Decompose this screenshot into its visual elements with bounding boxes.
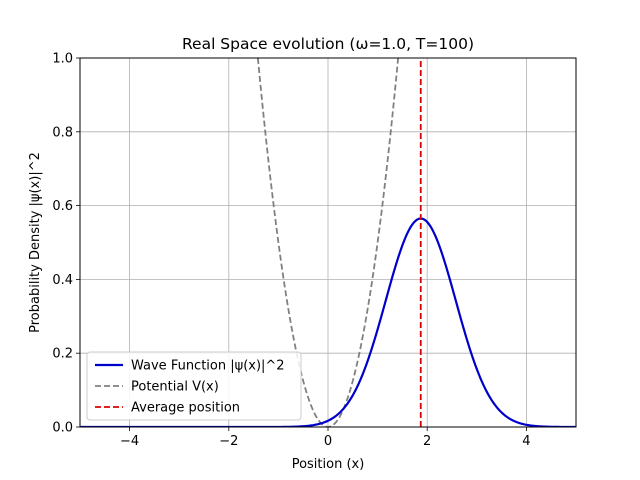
x-tick-label: −2 <box>219 434 238 449</box>
chart-title: Real Space evolution (ω=1.0, T=100) <box>182 35 474 53</box>
y-tick-label: 0.6 <box>52 199 73 214</box>
plot-area <box>80 58 576 427</box>
x-tick-label: 4 <box>522 434 530 449</box>
x-tick-label: 0 <box>324 434 332 449</box>
y-tick-label: 0.2 <box>52 347 73 362</box>
ticks: −4 −2 0 2 4 0.0 0.2 0.4 0.6 0.8 1.0 <box>52 52 530 450</box>
y-tick-label: 1.0 <box>52 52 73 67</box>
legend-average-position-label: Average position <box>131 401 240 416</box>
legend-wave-function-label: Wave Function |ψ(x)|^2 <box>131 359 285 374</box>
y-axis-label: Probability Density |ψ(x)|^2 <box>28 152 43 333</box>
series-wave-function-line <box>80 217 576 427</box>
legend: Wave Function |ψ(x)|^2 Potential V(x) Aver… <box>86 351 302 421</box>
x-axis-label: Position (x) <box>292 457 365 472</box>
y-tick-label: 0.8 <box>52 125 73 140</box>
x-tick-label: −4 <box>120 434 139 449</box>
y-tick-label: 0.0 <box>52 421 73 436</box>
y-tick-label: 0.4 <box>52 273 73 288</box>
x-tick-label: 2 <box>423 434 431 449</box>
legend-potential-label: Potential V(x) <box>131 380 219 395</box>
legend-box <box>86 351 302 421</box>
